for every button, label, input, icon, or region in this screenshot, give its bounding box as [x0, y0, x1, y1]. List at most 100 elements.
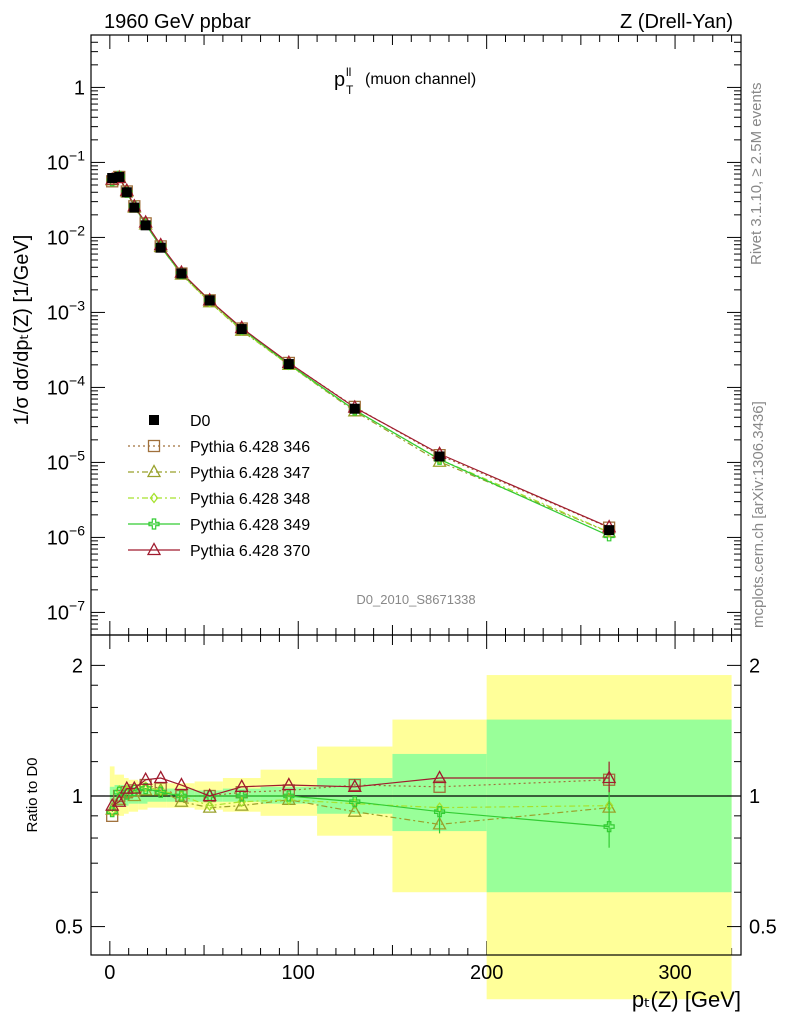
legend-marker [147, 439, 161, 453]
legend-label: Pythia 6.428 347 [190, 465, 310, 482]
main-panel: 10−7 10−6 10−5 10−4 10−3 10−2 10−1 1 1/σ dσ/dpₜ(… [11, 34, 742, 955]
legend-marker [146, 542, 162, 556]
rivet-label: Rivet 3.1.10, ≥ 2.5M events [748, 83, 765, 266]
ratio-point [127, 780, 142, 794]
ratio-panel: 0 100 200 300 pₜ(Z) [GeV] 0.5 0.5 1 1 2 2 Ratio to … [24, 634, 777, 1012]
ratio-point [105, 801, 120, 815]
legend-label: Pythia 6.428 348 [190, 491, 310, 508]
ratio-y-tick-label: 0.5 [55, 917, 83, 939]
ratio-point [156, 784, 166, 796]
main-frame [90, 34, 742, 636]
y-tick-label: 10−5 [47, 447, 85, 474]
d0-point [114, 171, 125, 182]
plot-title-suffix: (muon channel) [365, 71, 476, 88]
d0-point [155, 242, 166, 253]
ratio-point [112, 793, 127, 807]
ratio-point [603, 821, 615, 833]
ratio-y-tick-label-right: 1 [749, 786, 760, 808]
d0-point [434, 451, 445, 462]
ratio-y-tick-label: 2 [72, 655, 83, 677]
ratio-point [432, 770, 447, 784]
d0-point [604, 525, 615, 536]
ratio-y-tick-label-right: 2 [749, 655, 760, 677]
ratio-point [205, 800, 215, 812]
x-axis-label: pₜ(Z) [GeV] [632, 987, 741, 1012]
series-line [111, 175, 610, 537]
y-tick-label: 10−6 [47, 522, 85, 549]
header-right: Z (Drell-Yan) [620, 11, 733, 33]
series-line [112, 177, 610, 528]
d0-point [236, 324, 247, 335]
band-inner [222, 788, 261, 802]
legend-label: Pythia 6.428 370 [190, 543, 310, 560]
y-tick-label: 10−2 [47, 222, 85, 249]
d0-point [140, 220, 151, 231]
ratio-series-line [111, 787, 610, 828]
ratio-point [234, 797, 249, 811]
ratio-point [234, 778, 249, 792]
ratio-point [349, 796, 361, 808]
y-tick-label: 10−4 [47, 372, 85, 399]
series-line [111, 175, 610, 533]
series-line [111, 176, 610, 529]
series-line [111, 176, 610, 533]
ratio-point [284, 794, 294, 806]
y-tick-label: 10−1 [47, 147, 85, 174]
legend-marker [146, 464, 162, 478]
mcplots-label: mcplots.cern.ch [arXiv:1306.3436] [750, 401, 767, 628]
legend-label: Pythia 6.428 346 [190, 439, 310, 456]
x-tick-label: 200 [470, 962, 503, 984]
legend-marker [149, 415, 159, 425]
d0-point [129, 202, 140, 213]
d0-point [121, 187, 132, 198]
x-tick-label: 300 [658, 962, 691, 984]
y-tick-exponent: −2 [69, 222, 85, 238]
analysis-id: D0_2010_S8671338 [356, 592, 475, 607]
ratio-series-line [111, 777, 610, 807]
d0-point [283, 359, 294, 370]
ratio-point [347, 778, 362, 792]
y-tick-exponent: −5 [69, 447, 85, 463]
y-tick-exponent: −3 [69, 297, 85, 313]
ratio-y-axis-label: Ratio to D0 [24, 757, 41, 832]
legend-marker [148, 518, 160, 530]
ratio-y-tick-label: 1 [72, 786, 83, 808]
plot-title: p ll T (muon channel) [334, 65, 476, 97]
ratio-point [175, 790, 188, 802]
y-tick-exponent: −6 [69, 522, 85, 538]
y-tick-label: 1 [74, 77, 85, 99]
ratio-point [141, 781, 150, 793]
x-tick-label: 100 [282, 962, 315, 984]
ratio-point [236, 790, 248, 802]
legend-label: D0 [190, 413, 211, 430]
y-axis-label: 1/σ dσ/dpₜ(Z) [1/GeV] [11, 235, 33, 426]
y-tick-exponent: −4 [69, 372, 85, 388]
y-tick-label: 10−3 [47, 297, 85, 324]
ratio-point [174, 777, 189, 791]
legend-marker [149, 492, 159, 504]
y-tick-exponent: −1 [69, 147, 85, 163]
ratio-y-tick-label-right: 0.5 [749, 917, 777, 939]
plot-title-p: p [334, 69, 345, 91]
ratio-point [138, 771, 153, 785]
d0-point [349, 403, 360, 414]
ratio-point [140, 782, 152, 795]
ratio-series-line [111, 789, 610, 826]
ratio-point [283, 790, 295, 802]
ratio-point [237, 796, 247, 808]
header-left: 1960 GeV ppbar [104, 11, 251, 33]
plot-title-sup: ll [346, 65, 351, 79]
ratio-point [281, 777, 296, 791]
ratio-point [347, 803, 362, 817]
d0-point [204, 295, 215, 306]
ratio-point [119, 780, 134, 794]
ratio-series-line [111, 779, 610, 817]
d0-point [107, 172, 118, 183]
legend-label: Pythia 6.428 349 [190, 517, 310, 534]
ratio-point [155, 786, 167, 798]
y-tick-label: 10−7 [47, 597, 85, 624]
ratio-point [105, 797, 120, 811]
plot-title-sub: T [346, 83, 354, 97]
ratio-point [174, 793, 189, 807]
x-tick-label: 0 [104, 962, 115, 984]
